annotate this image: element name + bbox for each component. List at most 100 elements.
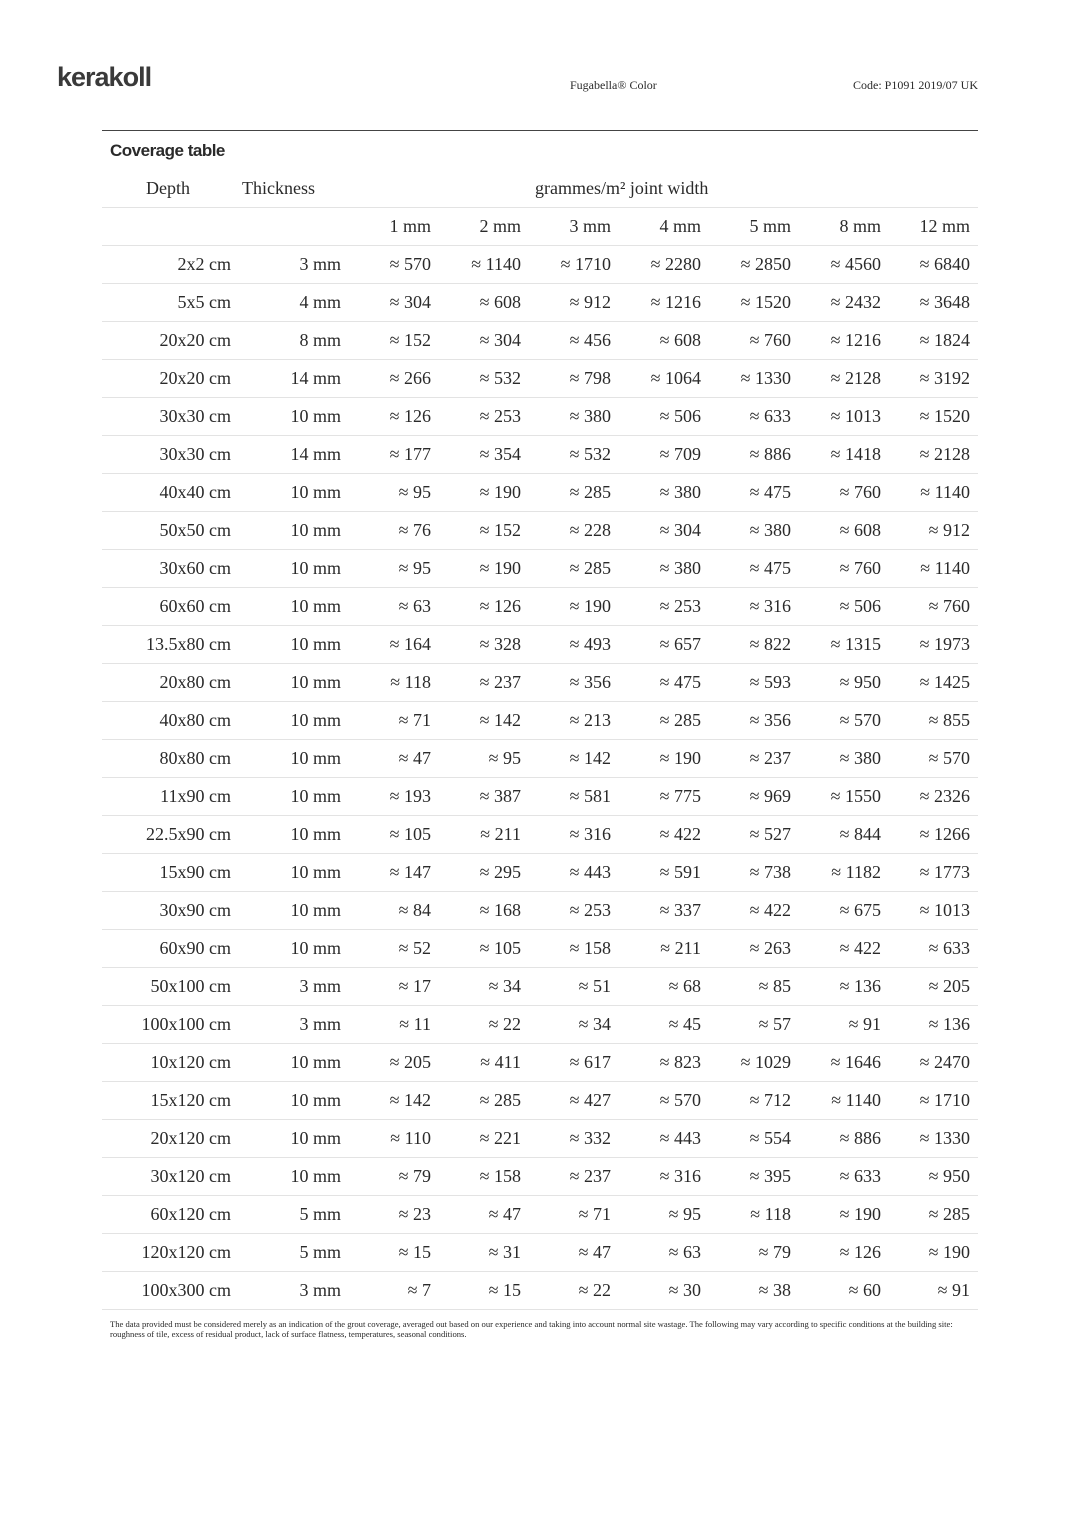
coverage-cell: ≈ 23 (341, 1195, 431, 1234)
coverage-cell: ≈ 617 (521, 1043, 611, 1082)
thickness-cell: 10 mm (231, 511, 341, 550)
coverage-cell: ≈ 22 (521, 1271, 611, 1310)
thickness-cell: 10 mm (231, 1081, 341, 1120)
joint-width-6: 12 mm (881, 207, 978, 246)
coverage-cell: ≈ 1216 (611, 283, 701, 322)
coverage-cell: ≈ 760 (791, 549, 881, 588)
coverage-cell: ≈ 969 (701, 777, 791, 816)
coverage-cell: ≈ 52 (341, 929, 431, 968)
coverage-cell: ≈ 126 (431, 587, 521, 626)
table-row: 100x300 cm 3 mm ≈ 7 ≈ 15 ≈ 22 ≈ 30 ≈ 38 ≈ 60 ≈ 9… (102, 1271, 978, 1310)
coverage-cell: ≈ 738 (701, 853, 791, 892)
thickness-cell: 3 mm (231, 1005, 341, 1044)
coverage-cell: ≈ 285 (881, 1195, 978, 1234)
coverage-cell: ≈ 34 (431, 967, 521, 1006)
coverage-cell: ≈ 4560 (791, 245, 881, 284)
coverage-cell: ≈ 822 (701, 625, 791, 664)
coverage-cell: ≈ 506 (791, 587, 881, 626)
coverage-cell: ≈ 71 (521, 1195, 611, 1234)
coverage-cell: ≈ 1550 (791, 777, 881, 816)
coverage-cell: ≈ 380 (611, 473, 701, 512)
coverage-cell: ≈ 356 (521, 663, 611, 702)
coverage-cell: ≈ 95 (431, 739, 521, 778)
footnote: The data provided must be considered mer… (110, 1319, 953, 1339)
thickness-cell: 14 mm (231, 359, 341, 398)
coverage-cell: ≈ 411 (431, 1043, 521, 1082)
coverage-cell: ≈ 760 (791, 473, 881, 512)
coverage-cell: ≈ 760 (701, 321, 791, 360)
depth-cell: 13.5x80 cm (102, 625, 231, 664)
table-row: 2x2 cm 3 mm ≈ 570 ≈ 1140 ≈ 1710 ≈ 2280 ≈ 2850 ≈… (102, 245, 978, 284)
coverage-cell: ≈ 760 (881, 587, 978, 626)
coverage-cell: ≈ 427 (521, 1081, 611, 1120)
table-row: 30x30 cm 10 mm ≈ 126 ≈ 253 ≈ 380 ≈ 506 ≈ 633 ≈ … (102, 397, 978, 436)
coverage-cell: ≈ 1140 (881, 473, 978, 512)
depth-cell: 20x80 cm (102, 663, 231, 702)
coverage-cell: ≈ 237 (431, 663, 521, 702)
coverage-cell: ≈ 177 (341, 435, 431, 474)
coverage-cell: ≈ 34 (521, 1005, 611, 1044)
depth-cell: 40x80 cm (102, 701, 231, 740)
coverage-cell: ≈ 570 (791, 701, 881, 740)
coverage-cell: ≈ 51 (521, 967, 611, 1006)
thickness-cell: 10 mm (231, 1157, 341, 1196)
coverage-cell: ≈ 6840 (881, 245, 978, 284)
coverage-cell: ≈ 1973 (881, 625, 978, 664)
coverage-cell: ≈ 253 (611, 587, 701, 626)
coverage-cell: ≈ 118 (341, 663, 431, 702)
coverage-cell: ≈ 1013 (791, 397, 881, 436)
depth-cell: 80x80 cm (102, 739, 231, 778)
coverage-cell: ≈ 855 (881, 701, 978, 740)
coverage-cell: ≈ 213 (521, 701, 611, 740)
thickness-cell: 10 mm (231, 815, 341, 854)
coverage-cell: ≈ 608 (611, 321, 701, 360)
coverage-cell: ≈ 76 (341, 511, 431, 550)
thickness-cell: 10 mm (231, 625, 341, 664)
coverage-cell: ≈ 1710 (521, 245, 611, 284)
coverage-cell: ≈ 168 (431, 891, 521, 930)
table-row: 15x90 cm 10 mm ≈ 147 ≈ 295 ≈ 443 ≈ 591 ≈ 738 ≈ … (102, 853, 978, 892)
coverage-cell: ≈ 45 (611, 1005, 701, 1044)
coverage-cell: ≈ 886 (701, 435, 791, 474)
coverage-cell: ≈ 63 (611, 1233, 701, 1272)
table-row: 20x120 cm 10 mm ≈ 110 ≈ 221 ≈ 332 ≈ 443 ≈ 554 ≈… (102, 1119, 978, 1158)
coverage-cell: ≈ 105 (431, 929, 521, 968)
coverage-cell: ≈ 142 (431, 701, 521, 740)
coverage-cell: ≈ 422 (611, 815, 701, 854)
coverage-cell: ≈ 237 (521, 1157, 611, 1196)
thickness-cell: 14 mm (231, 435, 341, 474)
coverage-cell: ≈ 337 (611, 891, 701, 930)
table-row: 50x100 cm 3 mm ≈ 17 ≈ 34 ≈ 51 ≈ 68 ≈ 85 ≈ 136 ≈ … (102, 967, 978, 1006)
coverage-cell: ≈ 886 (791, 1119, 881, 1158)
coverage-cell: ≈ 581 (521, 777, 611, 816)
joint-width-header: grammes/m² joint width (341, 170, 978, 208)
coverage-cell: ≈ 211 (431, 815, 521, 854)
coverage-cell: ≈ 316 (521, 815, 611, 854)
thickness-cell: 3 mm (231, 1271, 341, 1310)
coverage-cell: ≈ 354 (431, 435, 521, 474)
coverage-cell: ≈ 506 (611, 397, 701, 436)
coverage-cell: ≈ 79 (701, 1233, 791, 1272)
coverage-cell: ≈ 285 (611, 701, 701, 740)
header-row: Depth Thickness grammes/m² joint width (102, 170, 978, 208)
coverage-cell: ≈ 110 (341, 1119, 431, 1158)
thickness-cell: 10 mm (231, 663, 341, 702)
coverage-cell: ≈ 1425 (881, 663, 978, 702)
depth-cell: 2x2 cm (102, 245, 231, 284)
coverage-cell: ≈ 912 (521, 283, 611, 322)
coverage-cell: ≈ 142 (341, 1081, 431, 1120)
coverage-cell: ≈ 30 (611, 1271, 701, 1310)
table-row: 50x50 cm 10 mm ≈ 76 ≈ 152 ≈ 228 ≈ 304 ≈ 380 ≈ 6… (102, 511, 978, 550)
coverage-cell: ≈ 164 (341, 625, 431, 664)
coverage-cell: ≈ 554 (701, 1119, 791, 1158)
thickness-cell: 10 mm (231, 473, 341, 512)
coverage-cell: ≈ 152 (431, 511, 521, 550)
thickness-cell: 10 mm (231, 701, 341, 740)
depth-cell: 11x90 cm (102, 777, 231, 816)
coverage-cell: ≈ 633 (881, 929, 978, 968)
table-row: 5x5 cm 4 mm ≈ 304 ≈ 608 ≈ 912 ≈ 1216 ≈ 1520 ≈ 2… (102, 283, 978, 322)
coverage-cell: ≈ 1773 (881, 853, 978, 892)
depth-cell: 50x100 cm (102, 967, 231, 1006)
coverage-cell: ≈ 380 (701, 511, 791, 550)
coverage-cell: ≈ 190 (431, 549, 521, 588)
